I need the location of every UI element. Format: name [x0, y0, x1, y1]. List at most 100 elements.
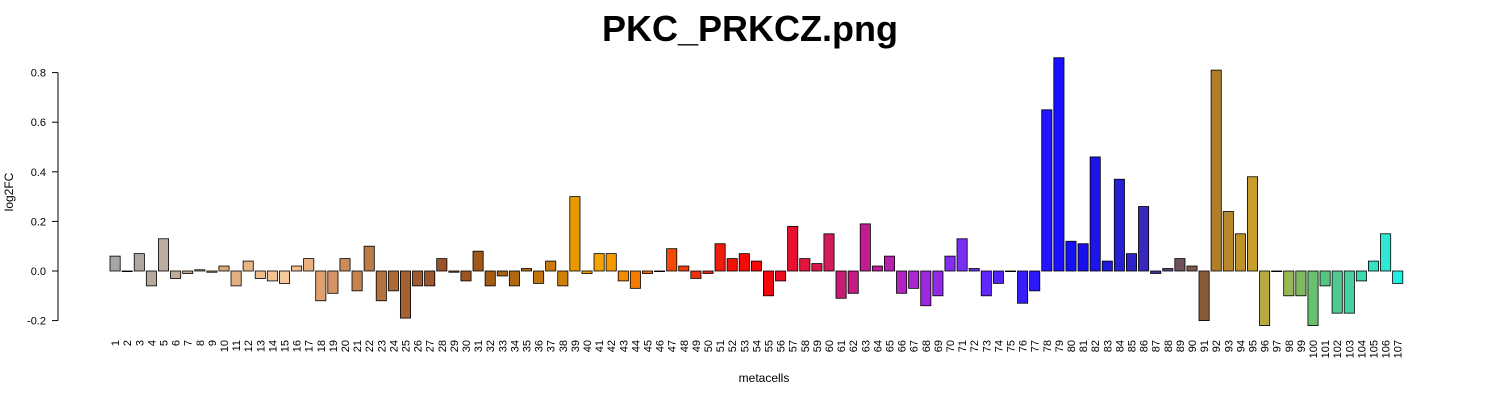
x-tick-label: 41 — [594, 340, 606, 352]
bar-105 — [1368, 260, 1380, 272]
x-tick-label: 25 — [401, 340, 413, 352]
x-tick-label: 57 — [788, 340, 800, 352]
x-tick-label: 65 — [885, 340, 897, 352]
x-tick-label: 75 — [1006, 340, 1018, 352]
bar-34 — [508, 270, 520, 287]
bar-77 — [1029, 270, 1041, 292]
x-tick-label: 80 — [1066, 340, 1078, 352]
x-tick-label: 95 — [1248, 340, 1260, 352]
x-tick-label: 70 — [945, 340, 957, 352]
x-tick-label: 32 — [485, 340, 497, 352]
bar-97 — [1271, 270, 1283, 273]
bar-44 — [629, 270, 641, 289]
bar-70 — [944, 255, 956, 272]
x-tick-label: 82 — [1090, 340, 1102, 352]
x-tick-label: 29 — [449, 340, 461, 352]
x-tick-label: 4 — [146, 340, 158, 346]
bar-47 — [666, 248, 678, 272]
x-tick-label: 90 — [1187, 340, 1199, 352]
x-tick-label: 16 — [292, 340, 304, 352]
x-tick-label: 44 — [630, 340, 642, 352]
x-tick-label: 53 — [739, 340, 751, 352]
bar-37 — [545, 260, 557, 272]
bar-93 — [1222, 211, 1234, 272]
bar-42 — [605, 253, 617, 272]
bar-79 — [1053, 57, 1065, 272]
y-tick-label: 0.8 — [31, 68, 46, 80]
x-tick-label: 85 — [1127, 340, 1139, 352]
bar-82 — [1089, 156, 1101, 272]
bar-48 — [678, 265, 690, 272]
bar-4 — [145, 270, 157, 287]
x-tick-label: 58 — [800, 340, 812, 352]
x-tick-label: 51 — [715, 340, 727, 352]
bar-69 — [932, 270, 944, 297]
bar-92 — [1210, 69, 1222, 272]
x-tick-label: 78 — [1042, 340, 1054, 352]
y-tick-label: 0.4 — [31, 167, 46, 179]
x-tick-label: 27 — [425, 340, 437, 352]
x-tick-label: 61 — [836, 340, 848, 352]
bar-55 — [763, 270, 775, 297]
x-tick-label: 24 — [388, 340, 400, 352]
x-tick-label: 43 — [618, 340, 630, 352]
bar-40 — [581, 270, 593, 274]
x-tick-label: 42 — [606, 340, 618, 352]
bar-72 — [968, 268, 980, 272]
x-tick-label: 101 — [1320, 340, 1332, 358]
x-tick-label: 59 — [812, 340, 824, 352]
x-tick-label: 66 — [897, 340, 909, 352]
x-tick-label: 14 — [267, 340, 279, 352]
bar-84 — [1113, 178, 1125, 272]
bar-15 — [278, 270, 290, 284]
x-tick-label: 103 — [1344, 340, 1356, 358]
x-tick-label: 8 — [195, 340, 207, 346]
bar-18 — [315, 270, 327, 302]
bar-32 — [484, 270, 496, 287]
x-tick-label: 50 — [703, 340, 715, 352]
x-tick-label: 21 — [352, 340, 364, 352]
x-tick-label: 5 — [159, 340, 171, 346]
x-tick-label: 45 — [643, 340, 655, 352]
x-tick-label: 98 — [1284, 340, 1296, 352]
x-tick-label: 10 — [219, 340, 231, 352]
bar-23 — [375, 270, 387, 302]
bar-8 — [194, 269, 206, 272]
x-tick-label: 91 — [1199, 340, 1211, 352]
bar-107 — [1392, 270, 1404, 284]
bar-64 — [871, 265, 883, 272]
x-tick-label: 92 — [1211, 340, 1223, 352]
x-axis-label: metacells — [739, 371, 790, 385]
x-tick-label: 93 — [1223, 340, 1235, 352]
x-tick-label: 49 — [691, 340, 703, 352]
y-tick-label: -0.2 — [27, 316, 46, 328]
x-tick-label: 7 — [183, 340, 195, 346]
bar-101 — [1319, 270, 1331, 287]
x-tick-label: 18 — [316, 340, 328, 352]
x-tick-label: 15 — [280, 340, 292, 352]
x-tick-label: 76 — [1018, 340, 1030, 352]
bar-88 — [1162, 268, 1174, 272]
bar-71 — [956, 238, 968, 272]
bar-68 — [920, 270, 932, 307]
x-tick-label: 105 — [1369, 340, 1381, 358]
x-tick-label: 13 — [255, 340, 267, 352]
x-tick-label: 88 — [1163, 340, 1175, 352]
bar-51 — [714, 243, 726, 272]
bar-2 — [121, 270, 133, 273]
y-tick-label: 0.6 — [31, 117, 46, 129]
bar-53 — [738, 253, 750, 272]
bar-3 — [133, 253, 145, 272]
x-tick-label: 77 — [1030, 340, 1042, 352]
x-tick-label: 34 — [509, 340, 521, 352]
bar-14 — [266, 270, 278, 282]
x-tick-label: 79 — [1054, 340, 1066, 352]
bar-35 — [521, 268, 533, 272]
bar-52 — [726, 258, 738, 272]
x-tick-label: 67 — [909, 340, 921, 352]
bar-63 — [859, 223, 871, 272]
x-tick-label: 37 — [546, 340, 558, 352]
bar-41 — [593, 253, 605, 272]
x-tick-label: 62 — [848, 340, 860, 352]
